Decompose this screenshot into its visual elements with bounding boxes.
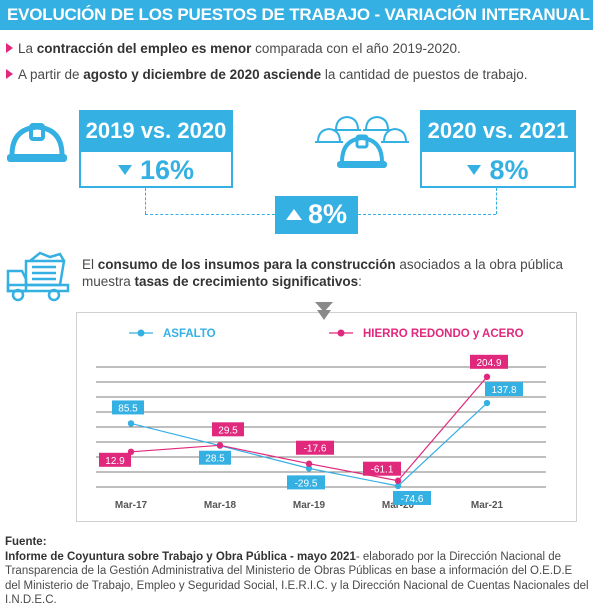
legend-marker xyxy=(137,329,145,337)
data-point xyxy=(394,477,402,484)
legend-label: ASFALTO xyxy=(163,328,216,340)
connector-left-h xyxy=(145,214,275,215)
dump-truck-icon xyxy=(6,251,70,302)
comparison-right-value: 8% xyxy=(489,155,529,185)
arrow-up-icon xyxy=(285,209,302,220)
connector-right-h xyxy=(358,214,496,215)
insumos-mid: asociados a la obra pública muestra xyxy=(82,257,563,289)
data-label-box xyxy=(212,422,244,437)
data-label-box xyxy=(363,461,401,476)
arrow-down-icon xyxy=(117,165,132,175)
connector-left xyxy=(145,188,146,214)
total-variation-value: 8% xyxy=(307,199,348,229)
bullet-2: A partir de agosto y diciembre de 2020 a… xyxy=(6,67,528,82)
bullet-2-pre: A partir de xyxy=(18,67,84,82)
data-point xyxy=(483,373,491,381)
x-tick-label: Mar-18 xyxy=(204,500,237,511)
data-point xyxy=(127,420,135,427)
hard-hat-icon xyxy=(7,123,67,162)
total-variation-box: 8% xyxy=(275,196,358,234)
data-label-box xyxy=(199,450,231,465)
data-label-box xyxy=(296,440,334,455)
data-label-box xyxy=(485,382,523,397)
data-label: -29.5 xyxy=(295,478,318,489)
bullet-2-bold: agosto y diciembre de 2020 asciende xyxy=(83,67,322,82)
bullet-2-post: la cantidad de puestos de trabajo. xyxy=(321,67,528,82)
source-note: Fuente: Informe de Coyuntura sobre Traba… xyxy=(5,535,590,608)
comparison-left-label: 2019 vs. 2020 xyxy=(79,110,233,150)
hard-hats-group-icon xyxy=(315,115,409,168)
chevron-down-icon xyxy=(315,302,333,320)
source-report-title: Informe de Coyuntura sobre Trabajo y Obr… xyxy=(5,550,356,563)
data-label: 137.8 xyxy=(491,385,516,396)
x-tick-label: Mar-20 xyxy=(382,500,415,511)
insumos-bold-2: tasas de crecimiento significativos xyxy=(134,274,359,289)
x-tick-label: Mar-19 xyxy=(293,500,326,511)
insumos-pre: El xyxy=(82,257,98,272)
data-label-box xyxy=(393,490,431,505)
legend-label: HIERRO REDONDO y ACERO xyxy=(363,328,524,340)
data-label: -74.6 xyxy=(401,494,424,505)
data-point xyxy=(305,460,313,467)
bullet-triangle-icon xyxy=(6,43,13,53)
bullet-triangle-icon xyxy=(6,69,13,79)
data-label: 28.5 xyxy=(205,454,225,465)
data-point xyxy=(483,399,491,407)
source-label: Fuente: xyxy=(5,536,47,548)
data-label: 12.9 xyxy=(105,456,125,467)
data-point xyxy=(216,442,224,449)
bullet-1: La contracción del empleo es menor compa… xyxy=(6,41,461,56)
insumos-bold-1: consumo de los insumos para la construcc… xyxy=(97,257,396,272)
line-chart: Mar-17 Mar-18 Mar-19 Mar-20 Mar-21 ASFALTO HIE… xyxy=(96,328,546,511)
data-label: 85.5 xyxy=(118,403,138,414)
data-label: -17.6 xyxy=(304,444,327,455)
x-tick-label: Mar-21 xyxy=(471,500,504,511)
data-label-box xyxy=(112,400,144,415)
comparison-left-value-box: 16% xyxy=(79,150,233,188)
data-label-box xyxy=(470,354,508,369)
bullet-1-post: comparada con el año 2019-2020. xyxy=(251,41,461,56)
page-title: EVOLUCIÓN DE LOS PUESTOS DE TRABAJO - VA… xyxy=(0,0,593,30)
data-label-box xyxy=(287,475,325,490)
data-point xyxy=(394,482,402,490)
comparison-left-value: 16% xyxy=(139,155,195,185)
source-text: - elaborado por la Dirección Nacional de… xyxy=(5,550,589,607)
data-point xyxy=(305,465,313,472)
legend-marker xyxy=(337,329,345,337)
connector-right xyxy=(496,188,497,214)
data-label: 29.5 xyxy=(218,425,238,436)
bullet-1-bold: contracción del empleo es menor xyxy=(36,41,252,56)
insumos-text: El consumo de los insumos para la constr… xyxy=(82,256,582,290)
data-label: 204.9 xyxy=(476,358,501,369)
comparison-right-value-box: 8% xyxy=(420,150,576,188)
comparison-right-label: 2020 vs. 2021 xyxy=(420,110,576,150)
data-label-box xyxy=(99,452,131,467)
arrow-down-icon xyxy=(467,165,482,175)
insumos-post: : xyxy=(358,274,362,289)
bullet-1-pre: La xyxy=(18,41,37,56)
x-tick-label: Mar-17 xyxy=(115,500,148,511)
data-label: -61.1 xyxy=(371,465,394,476)
